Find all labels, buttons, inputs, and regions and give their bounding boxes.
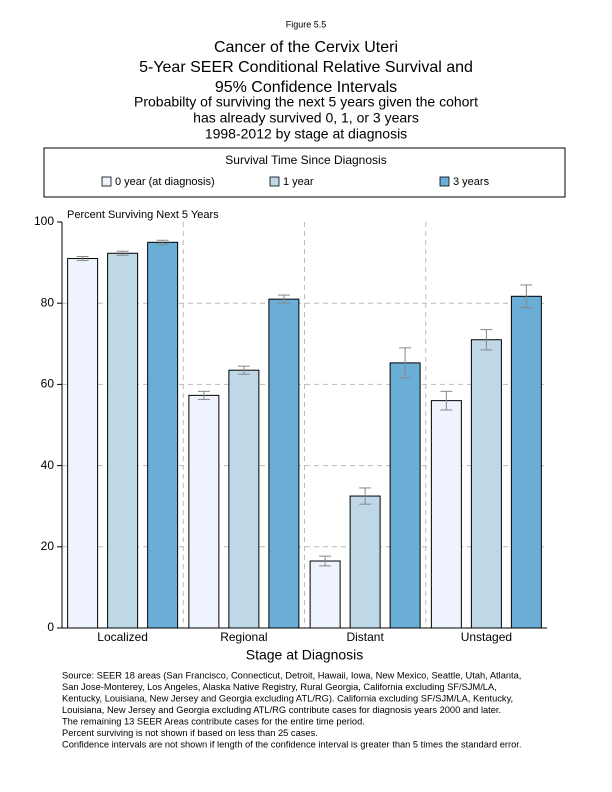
legend-title: Survival Time Since Diagnosis <box>225 153 386 167</box>
error-bar <box>197 390 210 400</box>
chart-title: 5-Year SEER Conditional Relative Surviva… <box>139 59 473 76</box>
error-bar <box>319 555 332 567</box>
bar <box>107 252 139 629</box>
error-bar <box>520 284 533 309</box>
bar <box>268 298 300 629</box>
source-note: Source: SEER 18 areas (San Francisco, Co… <box>62 670 521 680</box>
bar <box>67 258 99 629</box>
bar <box>147 241 179 629</box>
source-note: Percent surviving is not shown if based … <box>62 728 318 738</box>
legend-swatch <box>269 176 280 187</box>
x-tick-label: Distant <box>346 630 384 644</box>
bar <box>228 369 260 629</box>
error-bar <box>76 256 89 262</box>
legend-swatch <box>439 176 450 187</box>
bar <box>510 295 542 629</box>
chart-title: 95% Confidence Intervals <box>215 79 397 96</box>
y-tick-label: 60 <box>41 377 55 391</box>
bar <box>188 394 220 629</box>
bar <box>389 362 421 629</box>
legend-label: 3 years <box>453 176 490 188</box>
chart-title: Cancer of the Cervix Uteri <box>214 39 398 56</box>
legend-label: 0 year (at diagnosis) <box>115 176 215 188</box>
y-tick-label: 20 <box>41 539 55 553</box>
y-axis-label: Percent Surviving Next 5 Years <box>67 209 219 221</box>
error-bar <box>116 250 129 256</box>
source-note: Kentucky, Louisiana, New Jersey and Geor… <box>62 693 513 703</box>
source-note: Louisiana, New Jersey and Georgia exclud… <box>62 705 501 715</box>
bar <box>470 339 502 629</box>
y-tick-label: 40 <box>41 458 55 472</box>
legend-swatch <box>101 176 112 187</box>
source-note: Confidence intervals are not shown if le… <box>62 739 521 749</box>
y-tick-label: 80 <box>41 295 55 309</box>
y-tick-label: 100 <box>34 214 54 228</box>
chart-subtitle: has already survived 0, 1, or 3 years <box>193 110 419 126</box>
error-bar <box>480 329 493 351</box>
legend-box <box>43 147 566 198</box>
x-tick-label: Localized <box>97 630 148 644</box>
chart-subtitle: Probabilty of surviving the next 5 years… <box>134 94 478 110</box>
bar <box>349 495 381 629</box>
legend-label: 1 year <box>283 176 314 188</box>
source-note: The remaining 13 SEER Areas contribute c… <box>62 716 365 726</box>
x-axis-label: Stage at Diagnosis <box>246 647 364 663</box>
error-bar <box>440 390 453 411</box>
y-tick-label: 0 <box>47 620 54 634</box>
bar <box>430 400 462 629</box>
error-bar <box>277 294 290 304</box>
x-tick-label: Regional <box>220 630 267 644</box>
chart-subtitle: 1998-2012 by stage at diagnosis <box>205 126 407 142</box>
bar <box>309 560 341 629</box>
error-bar <box>399 347 412 379</box>
error-bar <box>237 365 250 375</box>
x-tick-label: Unstaged <box>461 630 512 644</box>
error-bar <box>359 487 372 505</box>
source-note: San Jose-Monterey, Los Angeles, Alaska N… <box>62 682 497 692</box>
figure-label: Figure 5.5 <box>286 19 327 29</box>
error-bar <box>156 239 169 245</box>
